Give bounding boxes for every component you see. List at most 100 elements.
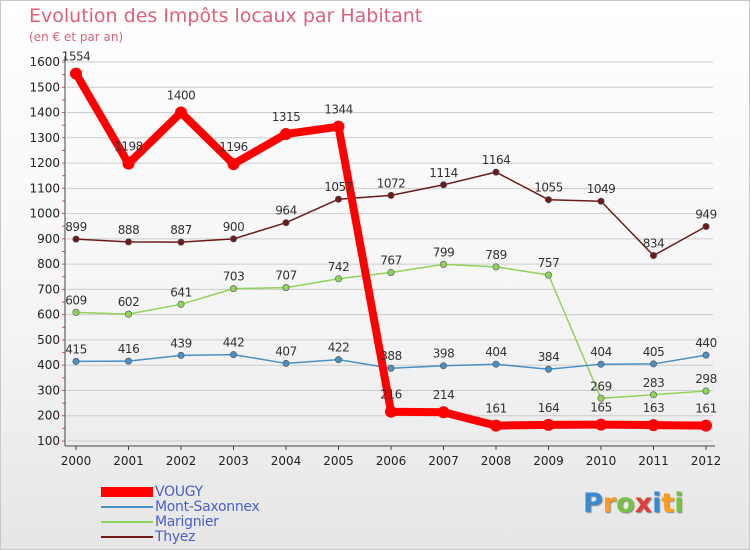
y-tick-label: 1000 xyxy=(29,207,60,221)
series-mont-saxonnex-data-label: 384 xyxy=(538,350,559,364)
legend-item-vougy: VOUGY xyxy=(101,484,321,500)
series-mont-saxonnex-data-label: 439 xyxy=(170,336,191,350)
series-marignier-data-label: 767 xyxy=(380,253,401,267)
series-thyez-point xyxy=(597,197,605,205)
series-mont-saxonnex-data-label: 404 xyxy=(485,345,506,359)
x-tick-label: 2012 xyxy=(691,454,722,468)
series-vougy-data-label: 161 xyxy=(695,402,716,416)
series-vougy-data-label: 164 xyxy=(538,401,559,415)
series-vougy-data-label: 1400 xyxy=(167,89,196,103)
series-marignier-point xyxy=(282,284,290,292)
series-vougy-point xyxy=(385,405,397,418)
series-mont-saxonnex-point xyxy=(387,364,395,372)
series-mont-saxonnex-point xyxy=(439,362,447,370)
logo-letter: r xyxy=(602,488,617,519)
series-vougy-data-label: 161 xyxy=(485,402,506,416)
proxiti-logo: Proxiti xyxy=(583,488,684,519)
y-tick-label: 100 xyxy=(37,434,60,448)
series-marignier-data-label: 742 xyxy=(328,260,349,274)
y-tick-label: 900 xyxy=(37,232,60,246)
series-thyez-data-label: 1049 xyxy=(587,182,616,196)
series-mont-saxonnex-point xyxy=(334,356,342,364)
chart-title: Evolution des Impôts locaux par Habitant xyxy=(29,5,423,27)
series-marignier-point xyxy=(334,275,342,283)
series-mont-saxonnex-point xyxy=(282,359,290,367)
series-marignier-point xyxy=(702,387,710,395)
series-marignier-point xyxy=(177,300,185,308)
series-thyez-point xyxy=(282,219,290,227)
series-thyez-point xyxy=(439,181,447,189)
x-tick-label: 2000 xyxy=(61,454,92,468)
series-thyez-data-label: 900 xyxy=(223,220,244,234)
series-vougy-point xyxy=(227,158,240,171)
series-mont-saxonnex-point xyxy=(230,351,238,359)
y-tick-label: 1600 xyxy=(29,55,60,69)
series-marignier-point xyxy=(544,271,552,279)
x-tick-label: 2008 xyxy=(481,454,512,468)
series-mont-saxonnex-data-label: 415 xyxy=(65,342,86,356)
legend-item-mont-saxonnex: Mont-Saxonnex xyxy=(101,499,321,515)
series-vougy-line xyxy=(72,69,710,430)
y-tick-label: 1200 xyxy=(29,156,60,170)
series-vougy-data-label: 1554 xyxy=(62,50,91,64)
series-thyez-point xyxy=(72,235,80,243)
series-mont-saxonnex-point xyxy=(597,360,605,368)
series-marignier-point xyxy=(492,263,500,271)
logo-letter: i xyxy=(674,488,684,519)
series-marignier-data-label: 789 xyxy=(485,248,506,262)
x-tick-label: 2011 xyxy=(638,454,669,468)
series-marignier-data-label: 609 xyxy=(65,293,86,307)
y-tick-label: 600 xyxy=(37,308,60,322)
legend-item-thyez: Thyez xyxy=(101,529,321,545)
legend-swatch xyxy=(101,521,153,523)
series-vougy-data-label: 216 xyxy=(380,388,401,402)
series-thyez-point xyxy=(702,222,710,230)
series-mont-saxonnex-point xyxy=(125,357,133,365)
series-marignier-point xyxy=(597,394,605,402)
series-marignier-point xyxy=(72,308,80,316)
series-marignier-data-label: 283 xyxy=(643,376,664,390)
chart-subtitle: (en € et par an) xyxy=(29,30,124,44)
series-vougy-point xyxy=(595,418,607,431)
series-marignier-point xyxy=(230,285,238,293)
series-marignier-data-label: 703 xyxy=(223,270,244,284)
series-vougy-data-label: 1196 xyxy=(219,140,248,154)
series-mont-saxonnex-point xyxy=(177,351,185,359)
y-tick-label: 400 xyxy=(37,358,60,372)
series-marignier-data-label: 707 xyxy=(275,269,296,283)
y-tick-label: 300 xyxy=(37,383,60,397)
series-marignier-point xyxy=(649,391,657,399)
series-mont-saxonnex-data-label: 416 xyxy=(118,342,139,356)
legend-item-marignier: Marignier xyxy=(101,514,321,530)
series-thyez-data-label: 834 xyxy=(643,237,664,251)
series-marignier-point xyxy=(439,260,447,268)
series-thyez-data-label: 964 xyxy=(275,204,296,218)
series-thyez-point xyxy=(649,252,657,260)
legend-label: Thyez xyxy=(155,529,196,545)
series-thyez-point xyxy=(544,196,552,204)
series-mont-saxonnex-data-label: 404 xyxy=(590,345,611,359)
series-thyez-point xyxy=(387,191,395,199)
series-vougy-data-label: 165 xyxy=(590,401,611,415)
y-tick-label: 200 xyxy=(37,409,60,423)
x-tick-label: 2005 xyxy=(323,454,354,468)
series-thyez-data-label: 899 xyxy=(65,220,86,234)
logo-letter: t xyxy=(661,488,675,519)
series-vougy-point xyxy=(175,106,187,119)
series-mont-saxonnex-data-label: 407 xyxy=(275,344,296,358)
series-marignier-data-label: 269 xyxy=(590,379,611,393)
series-vougy-data-label: 1315 xyxy=(272,110,301,124)
logo-letter: P xyxy=(583,488,603,519)
series-mont-saxonnex-data-label: 388 xyxy=(380,349,401,363)
logo-letter: i xyxy=(652,488,662,519)
y-tick-label: 800 xyxy=(37,257,60,271)
x-tick-label: 2001 xyxy=(113,454,144,468)
series-thyez-point xyxy=(334,195,342,203)
series-thyez-data-label: 1072 xyxy=(377,176,406,190)
logo-letter: o xyxy=(616,488,635,519)
x-tick-label: 2003 xyxy=(218,454,249,468)
series-vougy-data-label: 163 xyxy=(643,401,664,415)
series-marignier-data-label: 641 xyxy=(170,285,191,299)
